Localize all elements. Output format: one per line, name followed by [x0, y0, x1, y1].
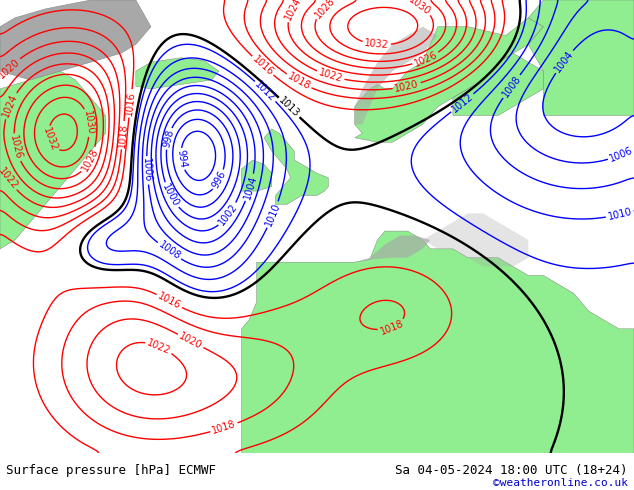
Text: 996: 996: [210, 170, 228, 191]
Text: 994: 994: [175, 149, 188, 169]
Text: 1022: 1022: [146, 337, 172, 356]
Text: 1004: 1004: [553, 49, 576, 74]
Polygon shape: [528, 0, 634, 116]
Polygon shape: [453, 53, 543, 116]
Text: 1020: 1020: [0, 56, 22, 80]
Text: 1012: 1012: [253, 79, 278, 103]
Text: 1024: 1024: [283, 0, 304, 23]
Text: 1018: 1018: [285, 71, 312, 92]
Polygon shape: [264, 129, 328, 204]
Text: 1032: 1032: [364, 38, 389, 50]
Polygon shape: [0, 0, 151, 80]
Text: ©weatheronline.co.uk: ©weatheronline.co.uk: [493, 478, 628, 488]
Text: 1026: 1026: [412, 49, 439, 69]
Text: 1013: 1013: [277, 96, 302, 120]
Text: 1002: 1002: [217, 202, 240, 227]
Text: 1018: 1018: [211, 419, 237, 436]
Polygon shape: [136, 58, 219, 89]
Text: 1008: 1008: [157, 240, 182, 262]
Text: 1016: 1016: [124, 91, 137, 116]
Text: 1032: 1032: [41, 126, 59, 153]
Polygon shape: [355, 236, 430, 262]
Text: 1008: 1008: [500, 74, 523, 99]
Polygon shape: [423, 213, 528, 267]
Text: 1026: 1026: [8, 134, 23, 161]
Text: 1018: 1018: [117, 122, 129, 148]
Polygon shape: [242, 231, 634, 453]
Text: 1030: 1030: [82, 110, 95, 136]
Text: 1010: 1010: [264, 201, 282, 228]
Text: 998: 998: [161, 128, 175, 148]
Text: 1020: 1020: [394, 79, 420, 94]
Text: 1004: 1004: [242, 174, 259, 200]
Text: 1030: 1030: [406, 0, 432, 18]
Text: 1024: 1024: [1, 92, 20, 119]
Text: 1022: 1022: [0, 166, 20, 191]
Polygon shape: [0, 71, 106, 249]
Text: 1028: 1028: [313, 0, 337, 21]
Text: Surface pressure [hPa] ECMWF: Surface pressure [hPa] ECMWF: [6, 465, 216, 477]
Text: 1016: 1016: [156, 291, 183, 311]
Text: 1010: 1010: [607, 206, 633, 222]
Text: 1028: 1028: [80, 147, 100, 173]
Text: 1012: 1012: [450, 91, 475, 115]
Text: 1006: 1006: [141, 158, 153, 183]
Text: 1000: 1000: [160, 182, 181, 209]
Text: 1020: 1020: [178, 331, 204, 351]
Text: 1018: 1018: [378, 318, 405, 337]
Text: 1016: 1016: [250, 54, 275, 78]
Polygon shape: [242, 160, 272, 191]
Text: 1022: 1022: [317, 68, 344, 84]
Text: Sa 04-05-2024 18:00 UTC (18+24): Sa 04-05-2024 18:00 UTC (18+24): [395, 465, 628, 477]
Polygon shape: [355, 18, 543, 142]
Polygon shape: [355, 26, 437, 124]
Text: 1006: 1006: [608, 145, 634, 164]
